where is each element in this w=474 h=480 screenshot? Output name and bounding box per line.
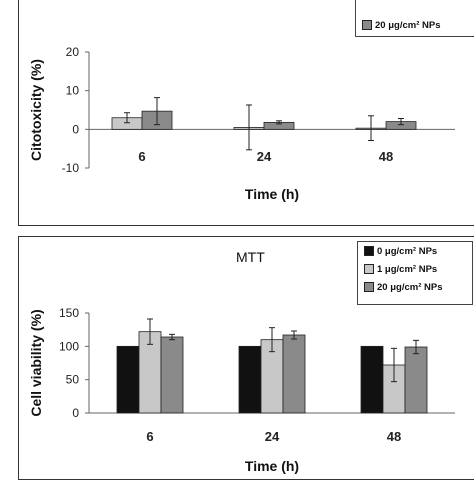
x-tick-label: 48: [379, 149, 393, 164]
y-axis-title: Cell viability (%): [28, 309, 44, 416]
legend-label-20: 20 μg/cm² NPs: [375, 19, 441, 31]
mtt-chart-panel: 0 50 100 150 6 24 48 Time (h) Cell viability (%)…: [18, 236, 474, 480]
citotoxicity-chart-panel: -10 0 10 20 6 24 48 Time (h) Citotoxicity (%) 20…: [18, 0, 474, 226]
legend-swatch-2: [364, 282, 374, 292]
legend-swatch-20: [362, 20, 372, 30]
x-tick-label: 6: [146, 429, 153, 444]
legend-label-2: 20 μg/cm² NPs: [377, 281, 443, 293]
citotoxicity-legend: 20 μg/cm² NPs: [355, 0, 474, 37]
y-tick-label: 0: [72, 406, 79, 420]
bar: [116, 345, 140, 414]
y-tick-label: 100: [59, 339, 79, 353]
y-tick-label: 20: [66, 45, 80, 59]
y-tick-label: 50: [66, 373, 80, 387]
y-tick-label: -10: [62, 161, 80, 175]
bar: [238, 345, 262, 414]
bar: [404, 346, 428, 414]
legend-item-2: 20 μg/cm² NPs: [358, 278, 472, 296]
y-tick-label: 150: [59, 306, 79, 320]
bar: [282, 334, 306, 414]
bar: [160, 336, 184, 414]
bar: [360, 345, 384, 414]
citotoxicity-chart: -10 0 10 20 6 24 48 Time (h) Citotoxicity (%): [28, 45, 455, 202]
x-tick-label: 24: [257, 149, 272, 164]
mtt-chart: 0 50 100 150 6 24 48 Time (h) Cell viability (%): [28, 306, 455, 474]
x-axis-title: Time (h): [245, 186, 299, 202]
mtt-chart-title: MTT: [236, 249, 265, 265]
y-tick-label: 0: [72, 122, 79, 136]
legend-item-20: 20 μg/cm² NPs: [356, 16, 474, 34]
y-tick-label: 10: [66, 84, 80, 98]
legend-label-1: 1 μg/cm² NPs: [377, 263, 438, 275]
legend-item-0: 0 μg/cm² NPs: [358, 242, 472, 260]
x-tick-label: 6: [138, 149, 145, 164]
legend-swatch-0: [364, 246, 374, 256]
mtt-legend: 0 μg/cm² NPs 1 μg/cm² NPs 20 μg/cm² NPs: [357, 241, 473, 305]
x-axis-title: Time (h): [245, 458, 299, 474]
legend-label-0: 0 μg/cm² NPs: [377, 245, 438, 257]
legend-swatch-1: [364, 264, 374, 274]
y-axis-title: Citotoxicity (%): [28, 59, 44, 161]
x-tick-label: 24: [265, 429, 280, 444]
x-tick-label: 48: [387, 429, 401, 444]
legend-item-1: 1 μg/cm² NPs: [358, 260, 472, 278]
